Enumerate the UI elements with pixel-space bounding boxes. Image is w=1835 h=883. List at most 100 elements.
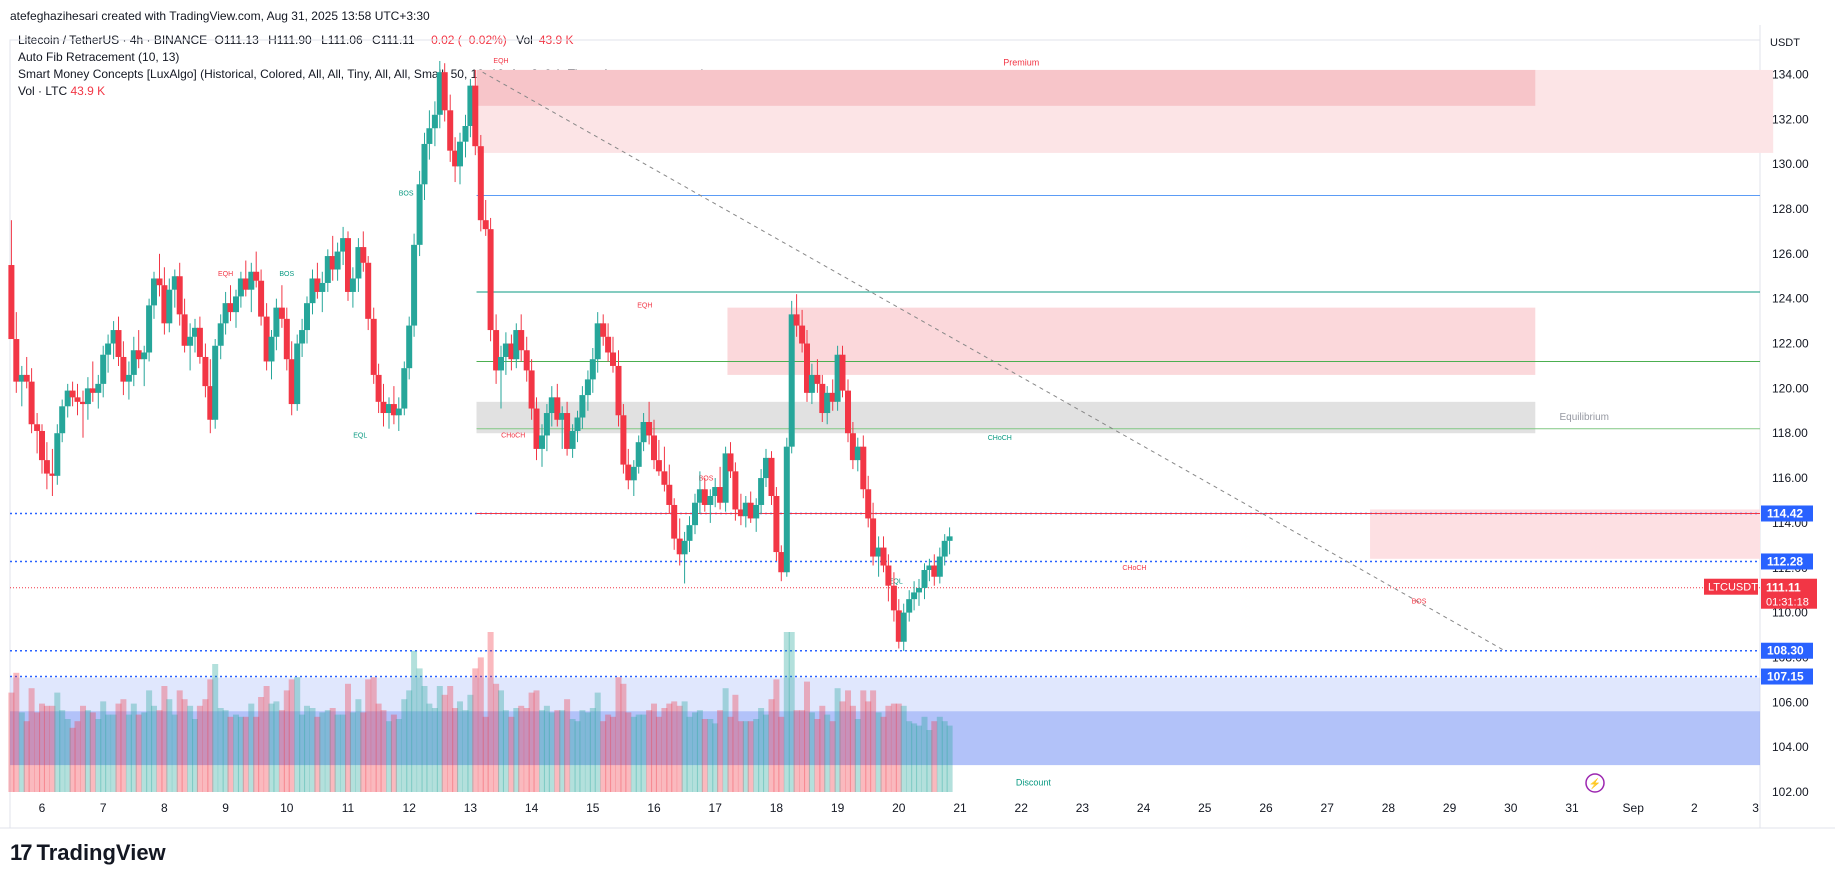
volume-bar-down	[819, 705, 826, 792]
volume-bar-up	[513, 708, 520, 792]
volume-bar-down	[135, 714, 142, 792]
volume-bar-down	[523, 708, 530, 792]
volume-bar-up	[462, 710, 469, 792]
volume-bar-down	[605, 714, 612, 792]
volume-bar-up	[324, 710, 331, 792]
volume-bar-up	[762, 714, 769, 792]
time-tick-label: 30	[1504, 801, 1518, 815]
candle-body-up	[309, 278, 316, 304]
candle-body-up	[692, 502, 699, 526]
volume-bar-down	[620, 683, 627, 792]
price-tick-label: 120.00	[1772, 381, 1809, 395]
candle-body-up	[406, 325, 413, 369]
time-tick-label: 27	[1321, 801, 1335, 815]
volume-bar-down	[263, 686, 270, 792]
candle-body-down	[43, 460, 50, 474]
time-tick-label: 17	[709, 801, 723, 815]
price-tick-label: 126.00	[1772, 247, 1809, 261]
volume-bar-down	[528, 692, 535, 792]
candle-body-down	[288, 359, 295, 405]
candle-body-up	[467, 85, 474, 126]
discount-zone-core	[10, 711, 1760, 766]
candle-body-up	[579, 395, 586, 418]
chart-attribution: atefeghazihesari created with TradingVie…	[10, 9, 430, 23]
candle-body-up	[59, 406, 66, 434]
time-tick-label: 19	[831, 801, 845, 815]
candle-body-down	[773, 496, 780, 553]
volume-bar-down	[74, 721, 81, 792]
volume-bar-down	[375, 703, 382, 792]
volume-bar-down	[120, 699, 127, 792]
volume-bar-down	[768, 699, 775, 792]
volume-bar-up	[915, 725, 922, 792]
candle-body-down	[717, 487, 724, 503]
price-tick-label: 102.00	[1772, 785, 1809, 799]
volume-bar-down	[23, 721, 30, 792]
time-tick-label: 24	[1137, 801, 1151, 815]
candle-body-up	[462, 126, 469, 142]
volume-bar-up	[824, 714, 831, 792]
volume-bar-down	[202, 699, 209, 792]
candle-body-down	[156, 278, 163, 286]
candle-body-down	[447, 110, 454, 151]
candle-body-down	[701, 489, 708, 505]
time-tick-label: 21	[953, 801, 967, 815]
candle-body-down	[885, 565, 892, 586]
candle-body-down	[508, 343, 515, 360]
time-tick-label: 11	[342, 801, 355, 815]
candle-body-down	[477, 146, 484, 221]
volume-bar-down	[661, 708, 668, 792]
volume-bar-up	[130, 703, 137, 792]
candle-body-down	[564, 413, 571, 449]
candle-body-down	[135, 350, 142, 360]
structure-label-bos: BOS	[699, 475, 714, 482]
structure-label-eql: EQL	[889, 578, 903, 585]
indicator-fib[interactable]: Auto Fib Retracement (10, 13)	[18, 50, 180, 64]
candle-body-up	[355, 247, 362, 279]
price-tick-label: 116.00	[1772, 471, 1808, 485]
volume-bar-up	[467, 694, 474, 792]
volume-bar-up	[141, 712, 148, 792]
volume-bar-up	[217, 708, 224, 792]
volume-bar-down	[13, 672, 20, 792]
volume-bar-down	[732, 694, 739, 792]
price-tick-label: 132.00	[1772, 112, 1809, 126]
candle-body-down	[615, 365, 622, 416]
volume-bar-down	[666, 703, 673, 792]
volume-bar-down	[747, 721, 754, 792]
volume-bar-up	[543, 705, 550, 792]
volume-bar-up	[299, 714, 306, 792]
volume-bar-up	[559, 710, 566, 792]
volume-bar-down	[365, 679, 372, 792]
volume-bar-down	[493, 683, 500, 792]
candle-body-down	[651, 435, 657, 461]
time-tick-label: 31	[1565, 801, 1579, 815]
candle-body-up	[237, 278, 244, 297]
candle-body-up	[911, 592, 918, 600]
volume-bar-up	[334, 714, 341, 792]
volume-bar-up	[406, 690, 413, 792]
candle-body-up	[630, 466, 637, 481]
price-scale-currency[interactable]: USDT	[1770, 37, 1800, 49]
time-tick-label: 2	[1691, 801, 1698, 815]
volume-bar-up	[584, 712, 591, 792]
volume-bar-down	[554, 710, 561, 792]
volume-bar-down	[380, 710, 387, 792]
volume-bar-down	[717, 710, 724, 792]
time-tick-label: 3	[1752, 801, 1759, 815]
time-tick-label: 16	[647, 801, 661, 815]
time-tick-label: 20	[892, 801, 906, 815]
structure-label-eqh: EQH	[493, 58, 508, 65]
volume-bar-up	[421, 686, 428, 792]
price-badge-label: 114.42	[1767, 506, 1803, 520]
candle-body-up	[900, 612, 907, 642]
indicator-volume[interactable]: Vol · LTC 43.9 K	[18, 83, 705, 100]
candle-body-up	[95, 383, 102, 393]
volume-bar-up	[171, 714, 178, 792]
volume-bar-down	[278, 710, 285, 792]
candle-body-up	[548, 397, 555, 414]
candle-body-up	[303, 303, 310, 331]
volume-bar-up	[426, 703, 433, 792]
candle-body-up	[217, 323, 224, 346]
